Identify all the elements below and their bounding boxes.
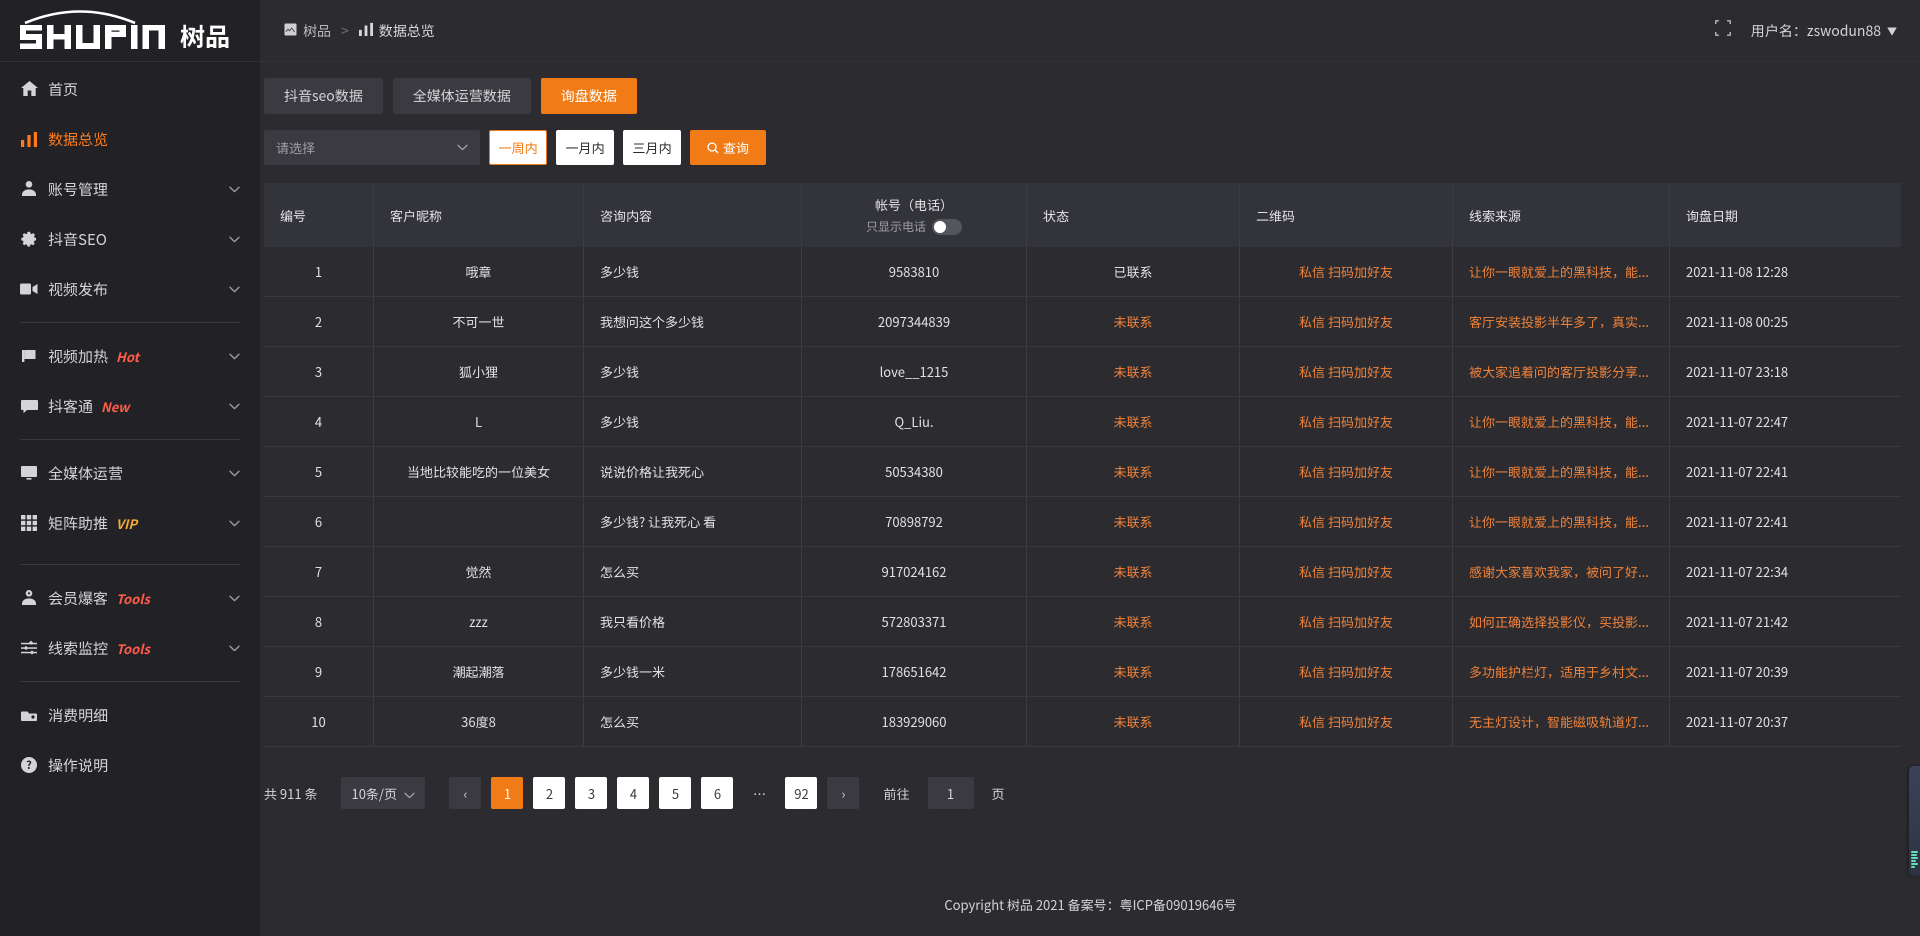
svg-text:树品: 树品 <box>180 18 230 54</box>
svg-text:?: ? <box>26 757 32 773</box>
